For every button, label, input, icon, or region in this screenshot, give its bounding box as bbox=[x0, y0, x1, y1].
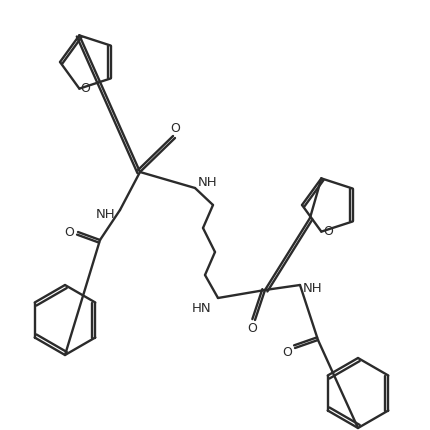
Text: O: O bbox=[282, 347, 292, 359]
Text: O: O bbox=[247, 322, 257, 335]
Text: NH: NH bbox=[198, 176, 218, 190]
Text: O: O bbox=[80, 82, 90, 95]
Text: HN: HN bbox=[192, 301, 212, 314]
Text: O: O bbox=[64, 225, 74, 239]
Text: O: O bbox=[323, 225, 333, 238]
Text: O: O bbox=[170, 123, 180, 135]
Text: NH: NH bbox=[96, 209, 116, 221]
Text: NH: NH bbox=[303, 282, 323, 295]
